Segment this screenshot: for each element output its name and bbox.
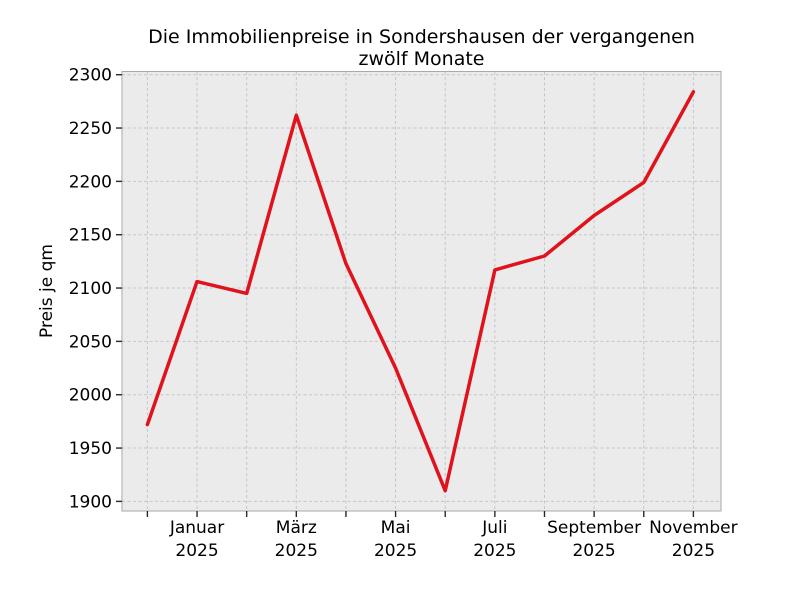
y-tick-label: 2150 — [69, 226, 112, 246]
chart-title: Die Immobilienpreise in Sondershausen de… — [148, 26, 695, 70]
y-tick-label: 2050 — [69, 332, 112, 352]
plot-area — [122, 71, 721, 511]
x-tick-label-month: September — [547, 518, 641, 538]
price-line — [145, 90, 696, 493]
x-tick-label-month: Mai — [381, 518, 411, 538]
x-tick-label-year: 2025 — [175, 541, 218, 561]
x-tick-label-month: Januar — [169, 518, 224, 538]
y-tick-label: 1900 — [69, 492, 112, 512]
x-tick-label-year: 2025 — [572, 541, 615, 561]
x-tick-label-year: 2025 — [473, 541, 516, 561]
y-tick-label: 1950 — [69, 439, 112, 459]
x-tick-label-year: 2025 — [374, 541, 417, 561]
y-tick-label: 2100 — [69, 279, 112, 299]
y-tick-label: 2000 — [69, 386, 112, 406]
y-tick-label: 2200 — [69, 172, 112, 192]
x-tick-label-month: März — [276, 518, 317, 538]
y-axis-label: Preis je qm — [37, 244, 57, 338]
x-tick-label-month: November — [649, 518, 737, 538]
plot-border — [121, 71, 722, 512]
x-tick-label-month: Juli — [481, 518, 507, 538]
x-tick-label-year: 2025 — [672, 541, 715, 561]
y-tick-label: 2300 — [69, 66, 112, 86]
x-tick-label-year: 2025 — [275, 541, 318, 561]
y-tick-label: 2250 — [69, 119, 112, 139]
